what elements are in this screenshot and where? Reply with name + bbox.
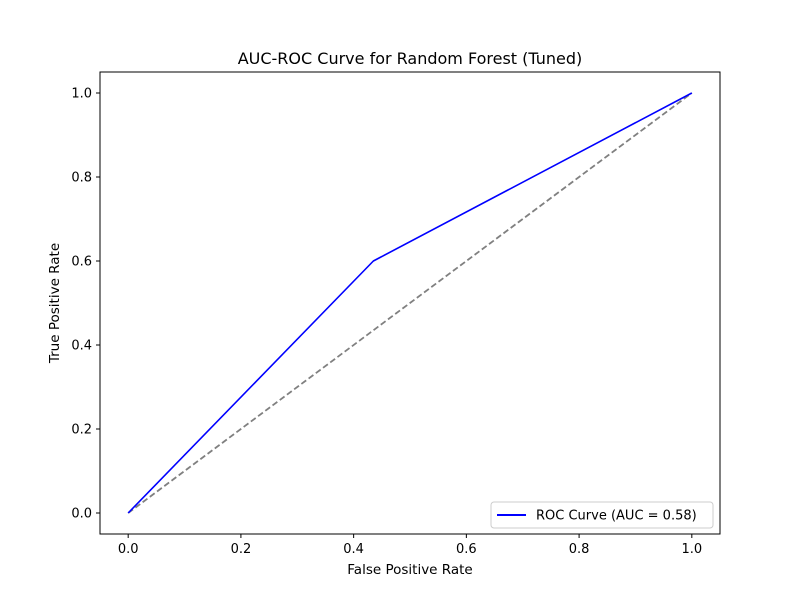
x-axis-label: False Positive Rate — [347, 562, 472, 578]
x-tick-label: 0.6 — [456, 542, 477, 557]
legend: ROC Curve (AUC = 0.58) — [490, 501, 714, 529]
x-tick-label: 0.4 — [343, 542, 364, 557]
x-axis-ticks: 0.0 0.2 0.4 0.6 0.8 1.0 — [118, 534, 702, 557]
y-tick-label: 0.2 — [71, 423, 92, 438]
legend-label: ROC Curve (AUC = 0.58) — [536, 509, 697, 524]
roc-curve-line — [127, 92, 693, 514]
y-tick-label: 0.6 — [71, 255, 92, 270]
x-tick-label: 0.0 — [118, 542, 139, 557]
y-tick-label: 0.0 — [71, 507, 92, 522]
legend-box — [490, 501, 714, 529]
y-axis-ticks: 0.0 0.2 0.4 0.6 0.8 1.0 — [71, 87, 100, 522]
x-tick-label: 0.8 — [569, 542, 590, 557]
y-tick-label: 0.8 — [71, 171, 92, 186]
y-tick-label: 0.4 — [71, 339, 92, 354]
y-tick-label: 1.0 — [71, 87, 92, 102]
y-axis-label: True Positive Rate — [47, 243, 63, 364]
chart-title: AUC-ROC Curve for Random Forest (Tuned) — [238, 49, 583, 68]
x-tick-label: 0.2 — [231, 542, 252, 557]
chance-line — [127, 92, 693, 514]
plot-frame — [99, 71, 721, 535]
x-tick-label: 1.0 — [681, 542, 702, 557]
series-layer — [127, 92, 693, 514]
